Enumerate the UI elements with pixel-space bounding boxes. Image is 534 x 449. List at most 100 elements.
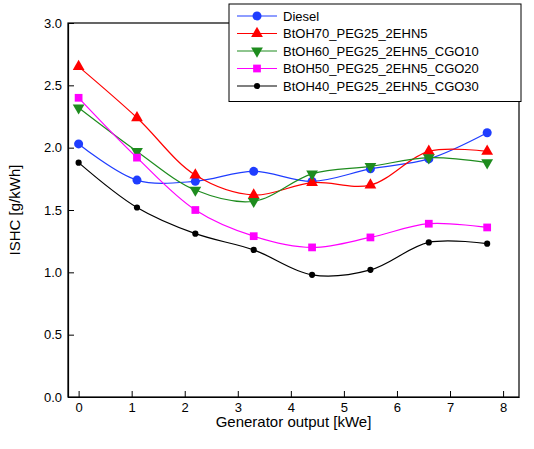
data-point [365,178,377,188]
chart: 0123456780.00.51.01.52.02.53.0Generator … [0,0,534,449]
y-tick-mark [68,397,74,398]
y-tick: 1.0 [44,265,74,280]
legend-label: BtOH70_PEG25_2EHN5 [283,26,428,41]
series-line [79,163,488,276]
y-tick-label: 2.5 [44,78,62,93]
data-point [309,272,315,278]
data-point [132,176,141,185]
legend-label: BtOH50_PEG25_2EHN5_CGO20 [283,61,479,76]
series-line [79,67,488,195]
data-point [365,163,377,173]
x-tick: 0 [75,391,82,415]
data-point [248,188,260,198]
x-tick-mark [79,391,80,397]
y-tick: 0.5 [44,327,74,342]
x-tick-mark [238,391,239,397]
y-tick-label: 0.0 [44,390,62,405]
data-point [251,247,257,253]
data-point [367,267,373,273]
legend-label: BtOH40_PEG25_2EHN5_CGO30 [283,79,479,94]
y-tick: 3.0 [44,16,74,31]
data-point [133,154,141,162]
x-tick: 2 [182,391,189,415]
y-tick-label: 2.0 [44,140,62,155]
series [75,94,491,251]
legend-marker [254,83,260,89]
data-point [306,170,318,180]
x-tick: 6 [394,391,401,415]
x-axis-line [69,397,520,398]
x-tick-mark [397,391,398,397]
y-axis-title: ISHC [g/kWh] [6,165,23,256]
legend-marker [252,11,261,20]
legend-label: Diesel [283,9,319,24]
legend-entry: BtOH40_PEG25_2EHN5_CGO30 [237,79,479,94]
y-tick: 0.0 [44,390,74,405]
y-tick-label: 1.5 [44,203,62,218]
x-tick-mark [344,391,345,397]
y-tick-mark [68,23,74,24]
legend-marker [253,65,261,73]
x-axis-title: Generator output [kWe] [216,413,372,430]
series-line [79,108,488,202]
data-point [189,187,201,197]
data-point [484,241,490,247]
legend-entry: Diesel [237,9,319,24]
x-tick-mark [291,391,292,397]
data-point [74,139,83,148]
series [76,160,491,278]
data-point [75,94,83,102]
data-point [134,204,140,210]
y-tick: 2.0 [44,140,74,155]
y-tick-mark [68,148,74,149]
y-tick-mark [68,210,74,211]
data-point [423,145,435,155]
legend-marker [251,48,263,58]
series-line [79,133,488,184]
x-tick: 1 [129,391,136,415]
x-tick-label: 1 [129,400,136,415]
series [74,128,492,186]
data-point [483,224,491,232]
data-point [191,206,199,214]
x-tick-label: 7 [447,400,454,415]
y-tick-label: 3.0 [44,16,62,31]
y-tick: 1.5 [44,203,74,218]
x-tick: 7 [447,391,454,415]
y-tick-mark [68,85,74,86]
data-point [189,168,201,178]
legend-entry: BtOH70_PEG25_2EHN5 [237,26,428,41]
x-tick: 4 [288,391,295,415]
x-tick-label: 8 [500,400,507,415]
data-point [425,220,433,228]
x-tick-label: 0 [75,400,82,415]
y-tick-mark [68,335,74,336]
series [73,60,493,199]
x-tick: 5 [341,391,348,415]
y-tick: 2.5 [44,78,74,93]
data-point [192,231,198,237]
x-tick-mark [450,391,451,397]
data-point [483,128,492,137]
legend: Diesel BtOH70_PEG25_2EHN5 BtOH60_PEG25_2EH… [229,4,521,102]
legend-label: BtOH60_PEG25_2EHN5_CGO10 [283,44,479,59]
x-tick-label: 2 [182,400,189,415]
x-tick-mark [503,391,504,397]
series-line [79,98,488,248]
plot-frame [68,23,519,397]
x-axis: 012345678 [69,391,520,415]
data-point [76,160,82,166]
data-point [426,239,432,245]
series [73,104,493,208]
y-tick-mark [68,272,74,273]
legend-box [229,4,521,102]
data-point [73,60,85,70]
legend-entry: BtOH60_PEG25_2EHN5_CGO10 [237,44,479,59]
data-point [367,234,375,242]
x-tick-mark [185,391,186,397]
data-point [423,154,435,164]
legend-entry: BtOH50_PEG25_2EHN5_CGO20 [237,61,479,76]
data-point [481,145,493,155]
data-point [249,167,258,176]
y-axis: 0.0 0.5 1.0 1.5 2.0 2.5 3.0 [44,16,74,405]
